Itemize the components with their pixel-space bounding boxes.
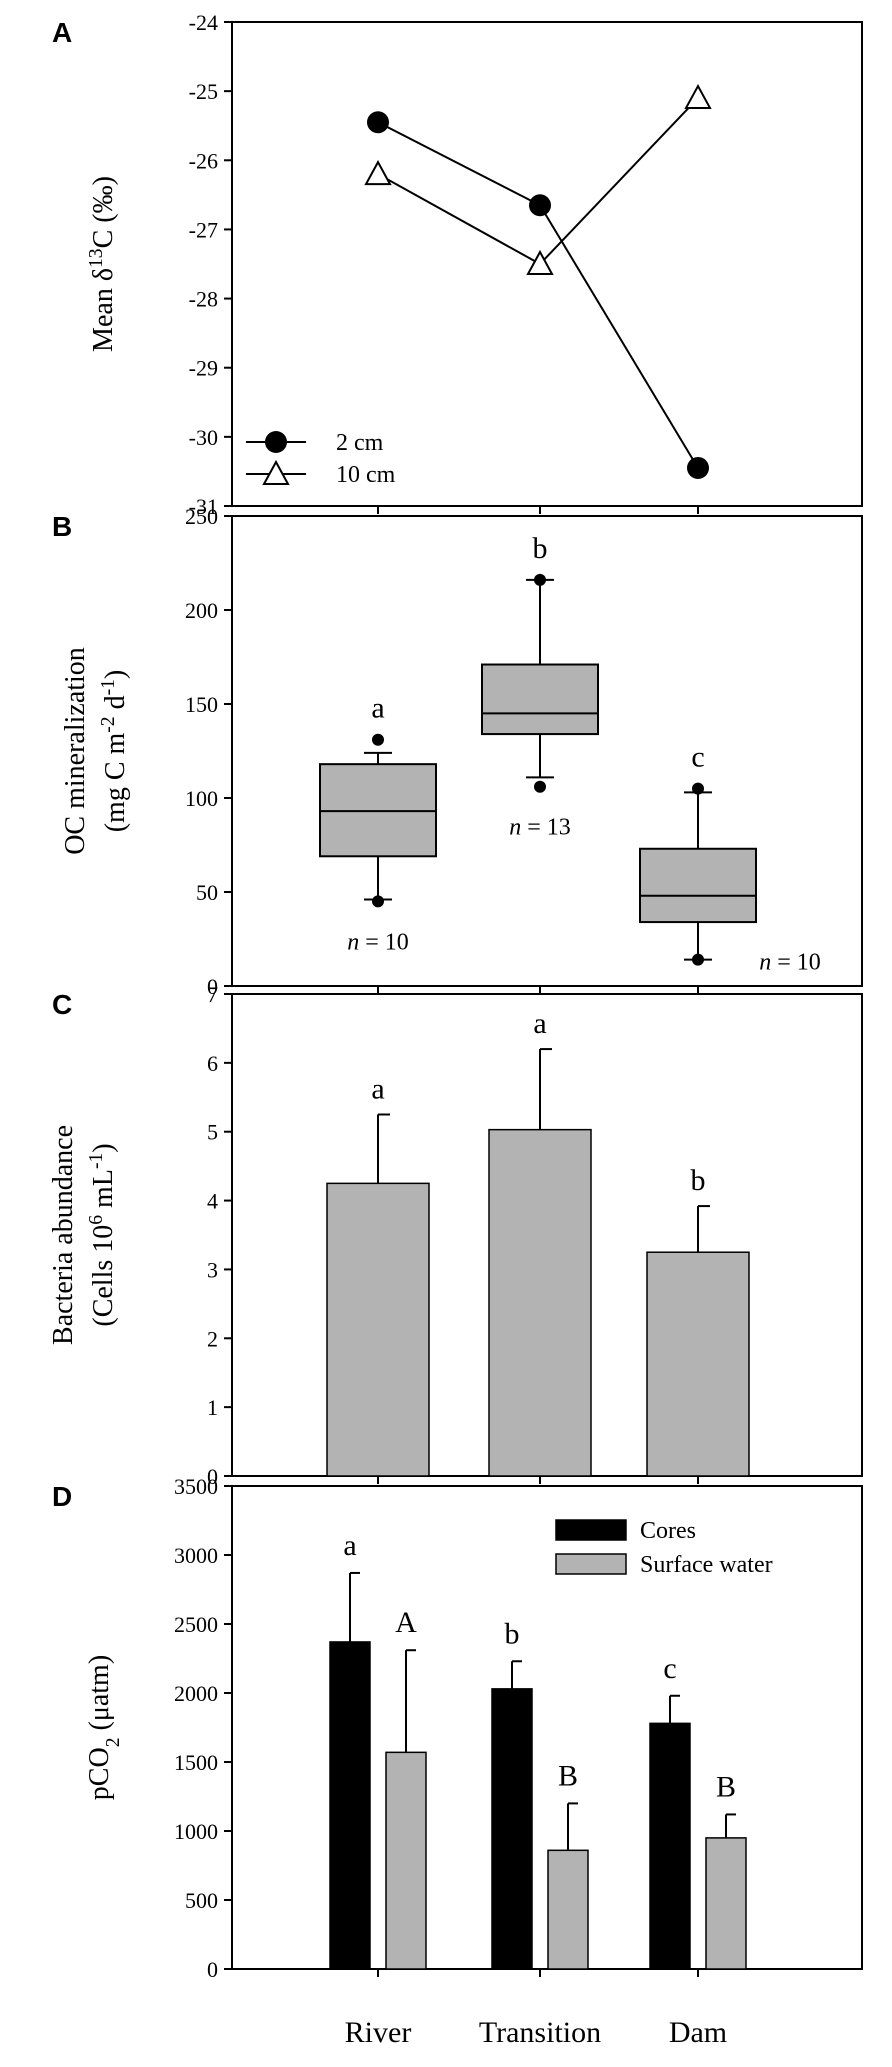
panel-a-ytick-label: -24 [189, 10, 218, 35]
box-outlier [692, 782, 704, 795]
panel-d-letter: D [52, 1481, 72, 1512]
panel-d-ytick-label: 2500 [174, 1612, 218, 1637]
panel-b-ylabel-line2: (mg C m-2 d-1) [98, 670, 132, 833]
panel-c-ytick-label: 2 [207, 1326, 218, 1351]
bar-significance-letter: B [558, 1759, 578, 1792]
box-n-label: n = 10 [759, 950, 821, 976]
panel-a-ytick-label: -26 [189, 148, 218, 173]
bar-surface-water [547, 1849, 589, 1970]
bar-surface-water [385, 1751, 427, 1970]
panel-d-ytick-label: 2000 [174, 1681, 218, 1706]
panel-a-series-line [377, 121, 699, 469]
legend-marker-10cm [262, 459, 290, 485]
panel-a-series-line [377, 97, 699, 266]
panel-c-ytick-label: 1 [207, 1395, 218, 1420]
panel-b-ylabel-line1: OC mineralization [60, 647, 91, 855]
box-iqr [481, 663, 599, 736]
box-significance-letter: b [533, 532, 548, 565]
box-significance-letter: a [371, 692, 384, 725]
box-outlier [692, 953, 704, 966]
panel-d-frame [231, 1485, 863, 1970]
box-significance-letter: c [691, 741, 704, 774]
panel-d-ytick-label: 1000 [174, 1819, 218, 1844]
legend-label-10cm: 10 cm [336, 462, 396, 488]
panel-c-ylabel-line1: Bacteria abundance [48, 1125, 79, 1345]
panel-b-letter: B [52, 511, 72, 542]
panel-d-ytick-label: 3500 [174, 1474, 218, 1499]
panel-b-ytick-label: 100 [185, 786, 218, 811]
legend-swatch-cores [555, 1519, 627, 1541]
panel-a-ytick-label: -29 [189, 356, 218, 381]
panel-a-ytick-label: -31 [189, 494, 218, 519]
panel-d-ylabel: pCO2 (μatm) [84, 1655, 124, 1800]
legend-label-surface-water: Surface water [640, 1552, 773, 1578]
panel-c-ytick-label: 6 [207, 1051, 218, 1076]
box-outlier [372, 895, 384, 908]
bar-significance-letter: a [371, 1073, 384, 1106]
panel-a-ytick-label: -30 [189, 425, 218, 450]
box-n-label: n = 10 [347, 929, 409, 955]
legend-label-cores: Cores [640, 1518, 696, 1544]
panel-d-ytick-label: 0 [207, 1957, 218, 1982]
bar-cores [491, 1688, 533, 1970]
x-category-label-dam: Dam [669, 2016, 727, 2049]
box-outlier [534, 780, 546, 793]
panel-b-ytick-label: 0 [207, 974, 218, 999]
legend-swatch-surface-water [555, 1553, 627, 1575]
panel-c-ytick-label: 0 [207, 1464, 218, 1489]
bar-significance-letter: a [343, 1529, 356, 1562]
panel-a-point-10cm [364, 160, 392, 186]
panel-a-ytick-label: -27 [189, 217, 218, 242]
bar-significance-letter: A [395, 1606, 417, 1639]
box-iqr [639, 847, 757, 924]
x-category-label-transition: Transition [479, 2016, 601, 2049]
bar-bacteria-dam [646, 1251, 750, 1477]
bar-cores [649, 1722, 691, 1970]
panel-b-frame [231, 515, 863, 987]
bar-cores [329, 1641, 371, 1970]
panel-a-ytick-label: -25 [189, 79, 218, 104]
bar-bacteria-transition [488, 1128, 592, 1477]
panel-d-ytick-label: 3000 [174, 1543, 218, 1568]
panel-c-ylabel-line2: (Cells 106 mL-1) [86, 1143, 120, 1326]
bar-significance-letter: B [716, 1770, 736, 1803]
panel-b-ytick-label: 50 [196, 880, 218, 905]
panel-a-point-10cm [684, 83, 712, 110]
bar-significance-letter: b [691, 1164, 706, 1197]
panel-a-point-2cm [687, 456, 709, 479]
bar-bacteria-river [326, 1182, 430, 1477]
panel-c-ytick-label: 7 [207, 982, 218, 1007]
panel-b-ytick-label: 150 [185, 692, 218, 717]
box-outlier [534, 573, 546, 586]
bar-significance-letter: a [533, 1007, 546, 1040]
legend-label-2cm: 2 cm [336, 430, 384, 456]
bar-significance-letter: b [505, 1617, 520, 1650]
panel-a-ytick-label: -28 [189, 287, 218, 312]
bar-significance-letter: c [663, 1652, 676, 1685]
box-n-label: n = 13 [509, 815, 571, 841]
panel-c-ytick-label: 3 [207, 1257, 218, 1282]
panel-a-frame [231, 21, 863, 507]
bar-surface-water [705, 1837, 747, 1970]
panel-d-ytick-label: 500 [185, 1888, 218, 1913]
panel-a-ylabel: Mean δ13C (‰) [86, 176, 120, 352]
panel-b-ytick-label: 250 [185, 504, 218, 529]
panel-c-ytick-label: 5 [207, 1120, 218, 1145]
x-category-label-river: River [345, 2016, 412, 2049]
panel-b-ytick-label: 200 [185, 598, 218, 623]
panel-a-point-10cm [526, 249, 554, 275]
box-outlier [372, 733, 384, 746]
panel-c-ytick-label: 4 [207, 1189, 218, 1214]
legend-marker-2cm [265, 431, 287, 453]
panel-c-letter: C [52, 989, 72, 1020]
panel-d-ytick-label: 1500 [174, 1750, 218, 1775]
panel-a-letter: A [52, 17, 72, 48]
panel-a-point-2cm [367, 111, 389, 134]
panel-a-point-2cm [529, 194, 551, 217]
